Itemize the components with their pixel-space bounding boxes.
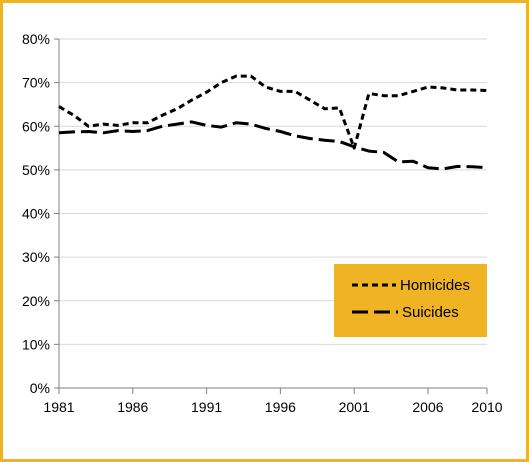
series-line-homicides [58,74,488,150]
y-tick-label: 0% [30,380,50,396]
series-lines [58,74,488,171]
legend: Homicides Suicides [334,264,487,337]
legend-homicides-label: Homicides [400,277,470,294]
y-tick-label: 50% [22,162,50,178]
y-tick-label: 30% [22,249,50,265]
y-tick-label: 60% [22,118,50,134]
x-tick-label: 1986 [117,399,148,415]
x-axis-tick-labels: 1981 1986 1991 1996 2001 2006 2010 [43,388,503,415]
y-tick-label: 10% [22,336,50,352]
x-tick-label: 2001 [339,399,370,415]
legend-box [334,264,487,337]
y-tick-label: 40% [22,206,50,222]
y-axis-tick-labels: 0% 10% 20% 30% 40% 50% 60% 70% 80% [22,31,50,396]
y-tick-label: 20% [22,293,50,309]
x-tick-label: 1996 [265,399,296,415]
y-tick-label: 70% [22,75,50,91]
legend-suicides-label: Suicides [402,304,459,321]
series-line-suicides [58,120,488,171]
x-tick-label: 2006 [412,399,443,415]
y-tick-label: 80% [22,31,50,47]
x-tick-label: 1981 [43,399,74,415]
axes [54,38,487,389]
x-tick-label: 1991 [191,399,222,415]
x-tick-label: 2010 [471,399,502,415]
